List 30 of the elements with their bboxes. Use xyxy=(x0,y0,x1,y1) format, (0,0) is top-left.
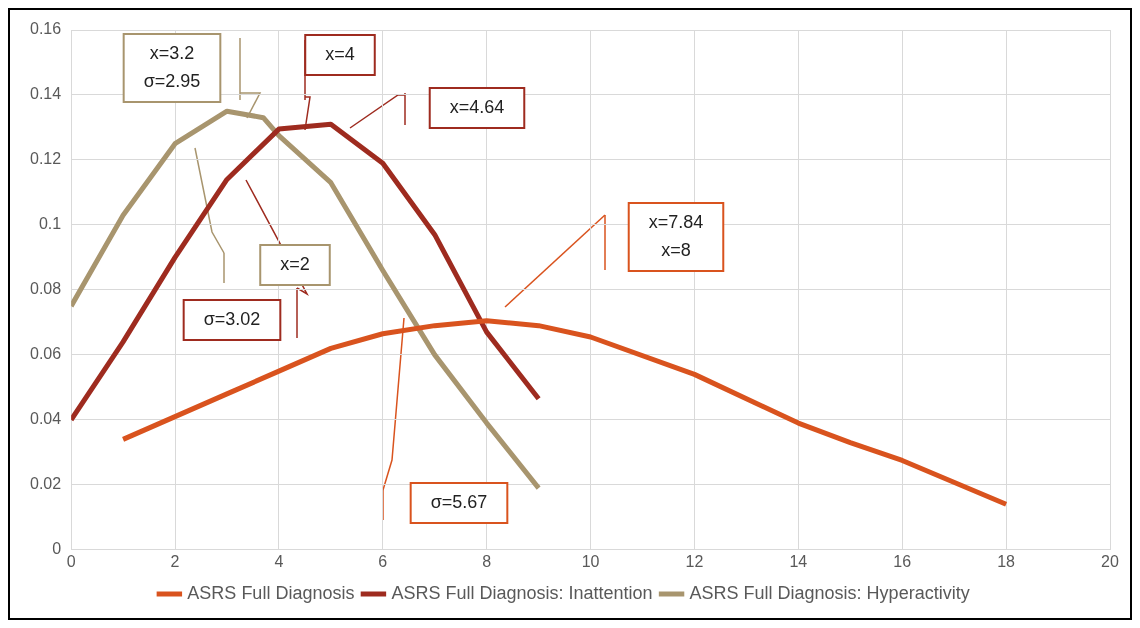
annotation: σ=3.02 xyxy=(203,308,261,329)
x-tick-label: 12 xyxy=(685,552,704,570)
annotation: x=4.64 xyxy=(449,96,505,117)
y-tick-label: 0.12 xyxy=(30,150,62,168)
y-tick-label: 0.04 xyxy=(30,410,62,428)
annotation: σ=5.67 xyxy=(430,491,488,512)
y-tick-label: 0.1 xyxy=(38,215,62,233)
annotation: x=2 xyxy=(280,253,310,274)
legend-label: ASRS Full Diagnosis: Hyperactivity xyxy=(689,582,970,603)
x-tick-label: 10 xyxy=(581,552,600,570)
x-tick-label: 4 xyxy=(274,552,284,570)
x-tick-label: 2 xyxy=(170,552,180,570)
x-tick-label: 8 xyxy=(482,552,492,570)
y-tick-label: 0.14 xyxy=(30,85,62,103)
annotation: x=4 xyxy=(325,43,355,64)
y-tick-label: 0.16 xyxy=(30,20,62,38)
y-tick-label: 0.02 xyxy=(30,475,62,493)
y-tick-label: 0 xyxy=(52,540,62,558)
y-tick-label: 0.08 xyxy=(30,280,62,298)
x-tick-label: 18 xyxy=(997,552,1016,570)
annotation: x=7.84 x=8 xyxy=(648,211,704,260)
legend-label: ASRS Full Diagnosis xyxy=(187,582,355,603)
annotation: x=3.2 σ=2.95 xyxy=(143,42,201,91)
x-tick-label: 0 xyxy=(66,552,76,570)
x-tick-label: 14 xyxy=(789,552,808,570)
y-tick-label: 0.06 xyxy=(30,345,62,363)
x-tick-label: 6 xyxy=(378,552,388,570)
legend-label: ASRS Full Diagnosis: Inattention xyxy=(391,582,653,603)
x-tick-label: 20 xyxy=(1101,552,1119,570)
x-tick-label: 16 xyxy=(893,552,912,570)
